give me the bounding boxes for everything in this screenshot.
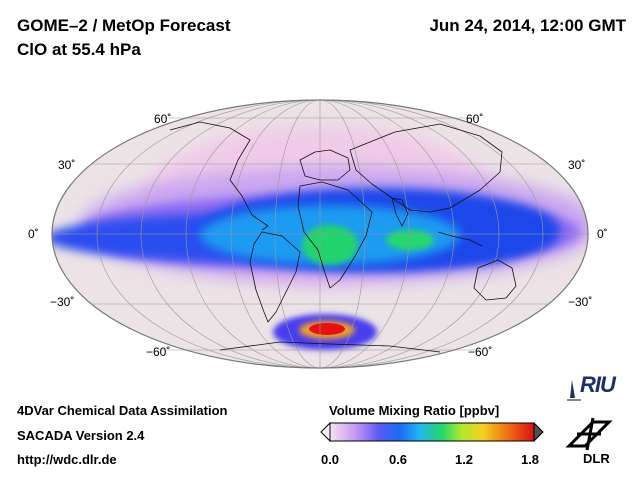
footer-method: 4DVar Chemical Data Assimilation <box>17 403 228 418</box>
dlr-logo-text: DLR <box>583 451 610 466</box>
colorbar-tick-0: 0.0 <box>320 452 340 467</box>
concentration-field <box>52 125 588 350</box>
asia-coast <box>349 123 503 213</box>
north-america-coast <box>169 121 269 231</box>
colorbar-gradient <box>329 422 535 442</box>
south-america-coast <box>249 231 301 323</box>
india-coast <box>391 197 409 227</box>
lat-label-eq-east: 0˚ <box>597 227 608 241</box>
riu-logo-text: RIU <box>580 372 616 397</box>
africa-coast <box>297 181 373 289</box>
lat-label-30s-east: −30˚ <box>568 295 592 309</box>
green-spot-india <box>386 230 434 250</box>
colorbar-tick-3: 1.8 <box>520 452 540 467</box>
colorbar-under-arrow <box>320 421 331 443</box>
riu-logo-icon <box>567 380 581 401</box>
colorbar-tick-1: 0.6 <box>388 452 408 467</box>
lat-label-60s-east: −60˚ <box>468 345 492 359</box>
colorbar <box>320 421 544 443</box>
coastlines <box>169 121 517 353</box>
footer-version: SACADA Version 2.4 <box>17 428 145 443</box>
colorbar-tick-2: 1.2 <box>454 452 474 467</box>
lat-label-60n-east: 60˚ <box>466 112 483 126</box>
polar-vortex-red <box>309 323 345 335</box>
europe-coast <box>299 149 351 181</box>
indonesia-coast <box>437 231 483 247</box>
colorbar-over-arrow <box>533 421 544 443</box>
map-subtitle: ClO at 55.4 hPa <box>17 40 141 59</box>
dlr-logo-icon <box>565 417 613 451</box>
lat-label-eq-west: 0˚ <box>28 227 39 241</box>
lat-label-30s-west: −30˚ <box>50 295 74 309</box>
footer-url[interactable]: http://wdc.dlr.de <box>17 452 117 467</box>
australia-coast <box>473 259 517 301</box>
lat-label-60n-west: 60˚ <box>154 112 171 126</box>
globe-outline <box>51 99 589 369</box>
antarctica-coast <box>219 341 441 353</box>
map-title: GOME–2 / MetOp Forecast <box>17 16 231 35</box>
forecast-datetime: Jun 24, 2014, 12:00 GMT <box>429 16 626 35</box>
lat-label-30n-east: 30˚ <box>568 158 585 172</box>
colorbar-title: Volume Mixing Ratio [ppbv] <box>329 403 500 418</box>
green-spot-africa <box>302 225 358 265</box>
lat-label-30n-west: 30˚ <box>58 158 75 172</box>
lat-label-60s-west: −60˚ <box>146 345 170 359</box>
